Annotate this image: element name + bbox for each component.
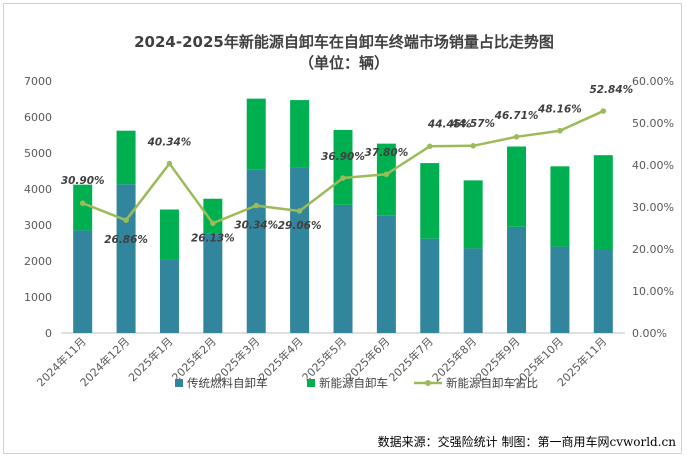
- share-data-label: 44.57%: [450, 118, 495, 130]
- x-tick-label: 2025年1月: [125, 334, 175, 384]
- bar-new-energy: [420, 163, 440, 239]
- bar-new-energy: [116, 130, 136, 185]
- right-axis-ticks: 0.00% 10.00% 20.00% 30.00% 40.00% 50.00% 60.00…: [632, 75, 674, 340]
- right-tick-label: 30.00%: [632, 201, 674, 214]
- chart-subtitle: （单位：辆）: [299, 54, 389, 72]
- share-data-label: 30.34%: [234, 220, 278, 232]
- bar-traditional: [507, 226, 527, 333]
- share-point: [166, 160, 173, 167]
- share-point: [253, 202, 260, 209]
- legend-label-share: 新能源自卸车占比: [446, 376, 538, 390]
- bar-new-energy: [463, 180, 483, 249]
- bar-traditional: [550, 246, 570, 333]
- bar-traditional: [116, 184, 136, 333]
- legend: 传统燃料自卸车 新能源自卸车 新能源自卸车占比: [175, 376, 538, 390]
- bar-new-energy: [333, 129, 353, 205]
- share-line: [79, 108, 607, 227]
- share-point: [123, 217, 129, 223]
- share-data-label: 26.86%: [104, 234, 148, 246]
- left-tick-label: 6000: [24, 111, 52, 124]
- legend-label-traditional: 传统燃料自卸车: [187, 376, 268, 390]
- left-tick-label: 0: [45, 327, 52, 340]
- share-data-label: 36.90%: [321, 151, 365, 163]
- legend-swatch-traditional: [175, 379, 183, 387]
- right-tick-label: 60.00%: [632, 75, 674, 88]
- share-point: [383, 171, 390, 178]
- share-data-label: 26.13%: [191, 232, 235, 244]
- share-data-label: 37.80%: [365, 147, 409, 159]
- share-data-label: 52.84%: [589, 84, 633, 96]
- share-point: [600, 108, 607, 114]
- share-data-label: 29.06%: [278, 220, 322, 232]
- bar-new-energy: [376, 143, 396, 216]
- left-axis-ticks: 0 1000 2000 3000 4000 5000 6000 7000: [24, 75, 52, 340]
- left-tick-label: 4000: [24, 183, 52, 196]
- bar-traditional: [376, 215, 396, 333]
- bar-traditional: [333, 204, 353, 333]
- left-tick-label: 5000: [24, 147, 52, 160]
- source-note: 数据来源：交强险统计 制图：第一商用车网cvworld.cn: [378, 434, 677, 449]
- share-point: [470, 143, 476, 149]
- share-point: [513, 134, 520, 140]
- legend-swatch-new-energy: [307, 379, 315, 387]
- bar-new-energy: [203, 198, 223, 234]
- bar-new-energy: [73, 184, 93, 231]
- chart-frame: 2024-2025年新能源自卸车在自卸车终端市场销量占比走势图 （单位：辆） 0…: [3, 3, 682, 454]
- bar-new-energy: [246, 98, 266, 170]
- bar-new-energy: [593, 155, 613, 250]
- bar-traditional: [593, 249, 613, 333]
- x-tick-label: 2025年7月: [386, 334, 436, 384]
- left-tick-label: 1000: [24, 291, 52, 304]
- share-point: [340, 175, 346, 181]
- right-tick-label: 10.00%: [632, 285, 674, 298]
- bar-new-energy: [290, 100, 310, 168]
- bar-new-energy: [550, 166, 570, 247]
- share-data-label: 44.45%: [427, 118, 472, 130]
- bar-traditional: [290, 167, 310, 333]
- share-point: [557, 127, 563, 134]
- right-tick-label: 20.00%: [632, 243, 674, 256]
- bar-new-energy: [159, 209, 179, 260]
- share-point: [426, 143, 433, 150]
- chart-canvas: 2024-2025年新能源自卸车在自卸车终端市场销量占比走势图 （单位：辆） 0…: [24, 33, 677, 449]
- left-tick-label: 3000: [24, 219, 52, 232]
- share-data-label: 40.34%: [147, 137, 192, 149]
- bar-traditional: [203, 233, 223, 333]
- share-data-label: 46.71%: [494, 110, 539, 122]
- legend-marker-share: [425, 380, 431, 386]
- right-tick-label: 50.00%: [632, 117, 674, 130]
- right-tick-label: 40.00%: [632, 159, 674, 172]
- bar-traditional: [159, 259, 179, 333]
- share-data-label: 30.90%: [61, 175, 105, 187]
- bar-traditional: [463, 248, 483, 333]
- share-data-label: 48.16%: [537, 104, 582, 116]
- share-point: [210, 220, 216, 227]
- chart-title: 2024-2025年新能源自卸车在自卸车终端市场销量占比走势图: [134, 33, 554, 51]
- bar-traditional: [246, 169, 266, 333]
- bar-traditional: [73, 230, 93, 333]
- bar-traditional: [420, 238, 440, 333]
- share-point: [296, 208, 303, 214]
- share-labels: 30.90% 26.86% 40.34% 26.13%30.34% 29.06% 36.9…: [61, 84, 633, 246]
- right-tick-label: 0.00%: [632, 327, 667, 340]
- share-point: [79, 200, 86, 207]
- left-tick-label: 7000: [24, 75, 52, 88]
- legend-label-new-energy: 新能源自卸车: [319, 376, 388, 390]
- left-tick-label: 2000: [24, 255, 52, 268]
- bars: [73, 98, 613, 333]
- bar-new-energy: [507, 146, 527, 227]
